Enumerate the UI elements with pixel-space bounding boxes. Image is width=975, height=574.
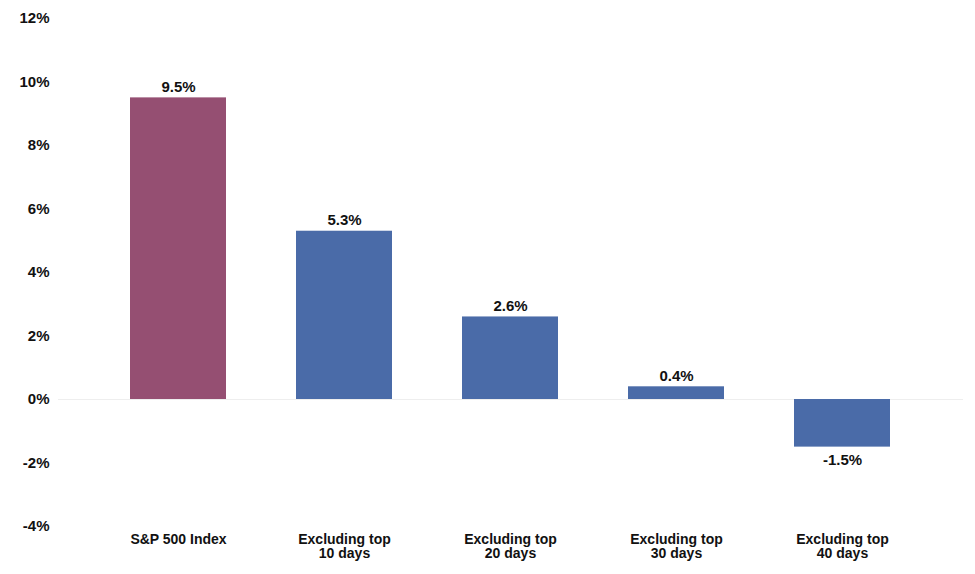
svg-text:10%: 10% bbox=[19, 73, 49, 90]
svg-text:Excluding top10 days: Excluding top10 days bbox=[298, 531, 391, 561]
svg-text:-2%: -2% bbox=[23, 454, 50, 471]
svg-text:0.4%: 0.4% bbox=[659, 367, 693, 384]
svg-text:Excluding top40 days: Excluding top40 days bbox=[796, 531, 889, 561]
svg-text:6%: 6% bbox=[28, 200, 50, 217]
svg-text:Excluding top30 days: Excluding top30 days bbox=[630, 531, 723, 561]
svg-text:S&P 500 Index: S&P 500 Index bbox=[130, 531, 226, 547]
svg-text:5.3%: 5.3% bbox=[327, 211, 361, 228]
svg-text:2.6%: 2.6% bbox=[493, 297, 527, 314]
svg-text:Excluding top20 days: Excluding top20 days bbox=[464, 531, 557, 561]
svg-text:12%: 12% bbox=[19, 9, 49, 26]
svg-text:-4%: -4% bbox=[23, 517, 50, 534]
svg-text:8%: 8% bbox=[28, 136, 50, 153]
svg-text:-1.5%: -1.5% bbox=[823, 451, 862, 468]
svg-text:9.5%: 9.5% bbox=[161, 78, 195, 95]
svg-text:4%: 4% bbox=[28, 263, 50, 280]
svg-text:2%: 2% bbox=[28, 327, 50, 344]
svg-text:0%: 0% bbox=[28, 390, 50, 407]
